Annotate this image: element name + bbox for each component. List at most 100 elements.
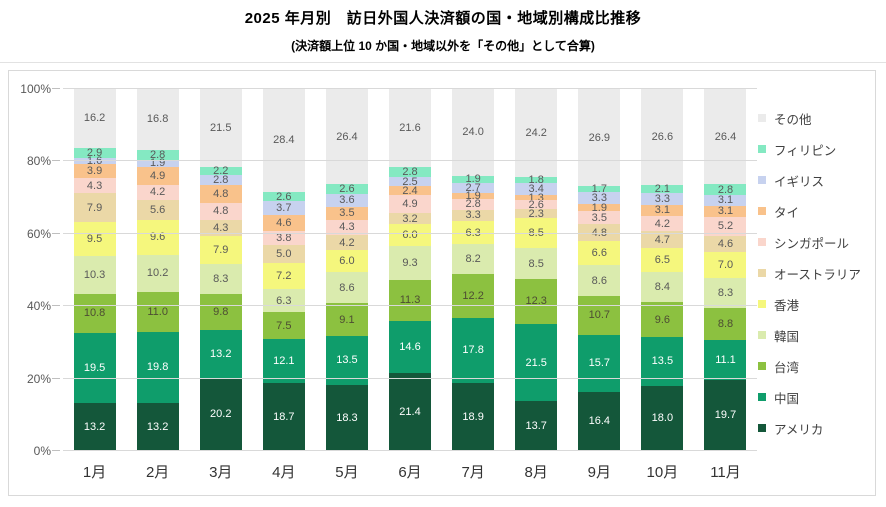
bar-value-label: 4.9 — [402, 197, 418, 210]
bar-value-label: 8.5 — [528, 257, 544, 270]
legend-swatch-icon — [758, 207, 766, 215]
bar-segment: 6.6 — [578, 241, 621, 266]
plot-area: 0%20%40%60%80%100% 16.22.91.63.94.37.99.… — [20, 82, 757, 458]
bar-segment: 2.7 — [452, 182, 495, 194]
bar-value-label: 4.7 — [654, 233, 671, 246]
bar-segment: 13.2 — [73, 403, 116, 451]
bar-value-label: 9.5 — [86, 233, 103, 246]
legend-swatch-icon — [758, 331, 766, 339]
bar-value-label: 16.2 — [83, 112, 106, 125]
y-axis-label: 60% — [26, 226, 51, 241]
bar-value-label: 3.2 — [402, 212, 418, 225]
bar-segment: 13.2 — [199, 329, 242, 378]
bar-value-label: 4.6 — [717, 238, 734, 251]
legend-item: オーストラリア — [758, 266, 873, 282]
bar-value-label: 26.9 — [588, 131, 611, 144]
y-axis-tick — [52, 377, 60, 379]
y-axis-tick — [52, 232, 60, 234]
bar-segment: 11.0 — [136, 291, 179, 332]
bar-value-label: 3.4 — [528, 183, 544, 196]
bar-value-label: 8.2 — [465, 253, 481, 266]
x-axis-label: 2月 — [145, 464, 170, 481]
bar-value-label: 15.7 — [588, 357, 611, 370]
bar-value-label: 3.6 — [339, 194, 355, 207]
bar-segment: 2.8 — [452, 198, 495, 210]
legend-swatch-icon — [758, 393, 766, 401]
bar-segment: 2.2 — [199, 165, 242, 177]
bar-column: 24.2 1.8 3.4 1.3 2.6 2.3 8.5 8.5 12.3 21.5 13.7 — [505, 89, 568, 451]
bar-segment: 6.5 — [641, 248, 684, 272]
bar-value-label: 11.0 — [147, 305, 168, 318]
bar-segment: 3.3 — [452, 209, 495, 221]
legend-swatch-icon — [758, 300, 766, 308]
bar-segment: 2.6 — [515, 199, 558, 211]
bar-value-label: 9.1 — [339, 313, 355, 326]
bar-segment: 8.4 — [641, 271, 684, 303]
bar-segment: 3.2 — [389, 212, 432, 225]
bar-segment: 2.6 — [262, 191, 305, 203]
bar-value-label: 4.2 — [654, 217, 671, 230]
bar-value-label: 19.7 — [714, 409, 737, 422]
bar-value-label: 13.2 — [146, 421, 169, 434]
y-axis-label: 20% — [26, 371, 51, 386]
bar-value-label: 3.3 — [591, 192, 607, 205]
bar-value-label: 10.8 — [83, 307, 106, 320]
legend-label: 韓国 — [774, 329, 800, 344]
bar-value-label: 21.4 — [399, 406, 421, 419]
legend: その他 フィリピン イギリス タイ シンガポール オーストラリア 香港 韓国 台湾 中国 アメリカ — [758, 111, 873, 437]
bar-value-label: 3.3 — [654, 192, 671, 205]
bar-value-label: 19.5 — [83, 361, 106, 374]
bar-column: 26.4 2.6 3.6 3.5 4.3 4.2 6.0 8.6 9.1 13.5 18.3 — [315, 89, 378, 451]
y-axis-label: 0% — [33, 444, 51, 458]
gridline — [63, 160, 757, 162]
bar-value-label: 8.3 — [213, 273, 229, 286]
bar-value-label: 4.8 — [213, 205, 229, 218]
bar-segment: 2.9 — [73, 147, 116, 159]
y-axis-tick — [52, 88, 60, 89]
bar-value-label: 7.5 — [276, 319, 292, 332]
bar-value-label: 13.2 — [210, 347, 232, 360]
bar-segment: 3.5 — [325, 206, 368, 220]
bars-container: 16.22.91.63.94.37.99.510.310.819.513.216… — [63, 89, 757, 451]
bar-value-label: 18.7 — [273, 411, 295, 424]
x-axis-label: 9月 — [587, 464, 611, 481]
bar-stack: 26.9 1.7 3.3 1.9 3.5 4.8 6.6 8.6 10.7 15.7 16.4 — [578, 89, 621, 451]
gridline — [63, 377, 757, 379]
bar-segment: 4.2 — [641, 216, 684, 232]
bar-segment: 2.8 — [136, 149, 179, 161]
bar-segment: 4.6 — [262, 214, 305, 232]
bar-segment: 2.6 — [325, 183, 368, 195]
bar-value-label: 13.5 — [336, 354, 358, 367]
bar-segment: 7.0 — [704, 252, 747, 278]
y-axis-tick — [52, 305, 60, 307]
bar-segment: 3.4 — [515, 183, 558, 196]
bar-segment: 8.3 — [704, 277, 747, 308]
legend-item: その他 — [758, 111, 873, 127]
title-divider — [0, 62, 886, 63]
bar-value-label: 4.2 — [149, 186, 166, 199]
legend-item: 香港 — [758, 297, 873, 313]
bar-segment: 5.6 — [136, 199, 179, 221]
bar-segment: 7.9 — [199, 235, 242, 265]
x-axis-label: 10月 — [646, 464, 679, 481]
bar-value-label: 10.7 — [588, 309, 611, 322]
bar-stack: 28.4 2.6 3.7 4.6 3.8 5.0 7.2 6.3 7.5 12.1 18.7 — [262, 89, 305, 451]
bar-segment: 4.2 — [136, 184, 179, 200]
bar-value-label: 21.5 — [210, 121, 232, 134]
x-axis-label: 3月 — [209, 464, 233, 481]
bar-value-label: 10.3 — [83, 269, 106, 281]
bar-segment: 21.5 — [515, 323, 558, 402]
x-axis-label: 7月 — [461, 464, 485, 481]
bar-value-label: 11.1 — [715, 353, 736, 366]
x-axis-label: 6月 — [398, 464, 422, 481]
bar-segment: 19.8 — [136, 331, 179, 404]
legend-label: オーストラリア — [774, 267, 861, 282]
legend-label: 台湾 — [774, 360, 800, 375]
bar-segment: 16.4 — [578, 391, 621, 451]
bar-column: 16.8 2.8 1.9 4.9 4.2 5.6 9.6 10.2 11.0 19.8 13.2 — [126, 89, 189, 451]
bar-segment: 3.3 — [641, 192, 684, 205]
bar-value-label: 19.8 — [146, 361, 169, 374]
legend-label: イギリス — [774, 174, 825, 189]
bar-segment: 7.5 — [262, 312, 305, 340]
